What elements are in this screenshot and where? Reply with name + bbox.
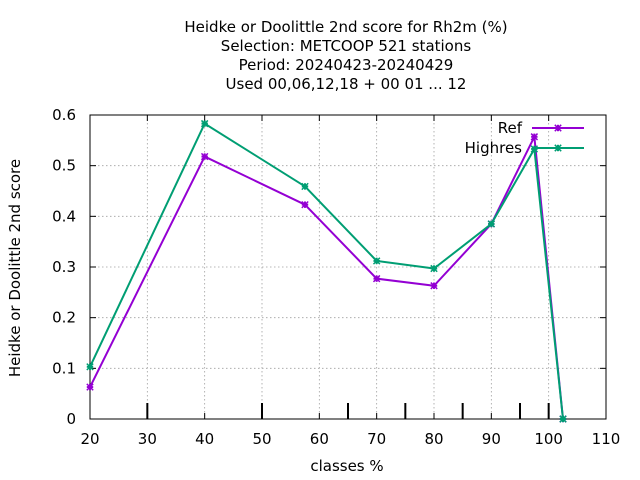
legend: Ref Highres bbox=[465, 119, 584, 157]
data-point-highres bbox=[200, 119, 209, 128]
data-point-highres bbox=[372, 257, 381, 265]
data-point-ref bbox=[301, 200, 309, 209]
data-point-highres bbox=[86, 363, 94, 371]
data-point-highres bbox=[559, 415, 567, 423]
series-line-ref bbox=[89, 135, 564, 420]
x-tick-label: 100 bbox=[534, 430, 563, 448]
x-tick-label: 50 bbox=[252, 430, 271, 448]
title-line-4: Used 00,06,12,18 + 00 01 ... 12 bbox=[226, 75, 467, 93]
x-tick-label: 60 bbox=[310, 430, 329, 448]
class-marks bbox=[146, 403, 550, 419]
legend-item-highres: Highres bbox=[465, 139, 584, 157]
y-tick-label: 0.3 bbox=[52, 258, 76, 276]
x-tick-label: 40 bbox=[195, 430, 214, 448]
y-tick-label: 0.4 bbox=[52, 207, 76, 225]
y-tick-label: 0 bbox=[66, 410, 76, 428]
y-axis: 0 0.1 0.2 0.3 0.4 0.5 0.6 bbox=[52, 106, 606, 428]
data-point-highres bbox=[487, 220, 496, 228]
series-line-highres bbox=[89, 122, 564, 420]
title-line-2: Selection: METCOOP 521 stations bbox=[221, 37, 472, 55]
y-tick-label: 0.2 bbox=[52, 309, 76, 327]
y-tick-label: 0.1 bbox=[52, 359, 76, 377]
data-point-ref bbox=[372, 274, 381, 283]
x-axis-label: classes % bbox=[310, 457, 383, 475]
title-line-3: Period: 20240423-20240429 bbox=[239, 56, 454, 74]
x-tick-label: 70 bbox=[367, 430, 386, 448]
data-point-ref bbox=[200, 152, 209, 161]
grid bbox=[90, 115, 606, 419]
series-ref bbox=[86, 133, 567, 423]
data-point-highres bbox=[430, 264, 438, 273]
data-point-ref bbox=[86, 383, 94, 391]
x-axis: 20 30 40 50 60 70 80 90 100 110 bbox=[80, 115, 620, 448]
x-tick-label: 110 bbox=[592, 430, 621, 448]
chart-title: Heidke or Doolittle 2nd score for Rh2m (… bbox=[184, 18, 507, 93]
x-tick-label: 80 bbox=[424, 430, 443, 448]
legend-marker bbox=[554, 144, 562, 152]
legend-item-ref: Ref bbox=[498, 119, 584, 137]
data-point-ref bbox=[530, 133, 539, 141]
data-point-highres bbox=[301, 182, 309, 191]
title-line-1: Heidke or Doolittle 2nd score for Rh2m (… bbox=[184, 18, 507, 36]
x-tick-label: 20 bbox=[80, 430, 99, 448]
x-tick-label: 90 bbox=[482, 430, 501, 448]
legend-marker bbox=[554, 124, 562, 132]
legend-label: Highres bbox=[465, 139, 523, 157]
y-tick-label: 0.6 bbox=[52, 106, 76, 124]
x-tick-label: 30 bbox=[138, 430, 157, 448]
y-axis-label: Heidke or Doolittle 2nd score bbox=[6, 159, 24, 377]
y-tick-label: 0.5 bbox=[52, 157, 76, 175]
legend-label: Ref bbox=[498, 119, 523, 137]
data-point-ref bbox=[430, 282, 438, 290]
